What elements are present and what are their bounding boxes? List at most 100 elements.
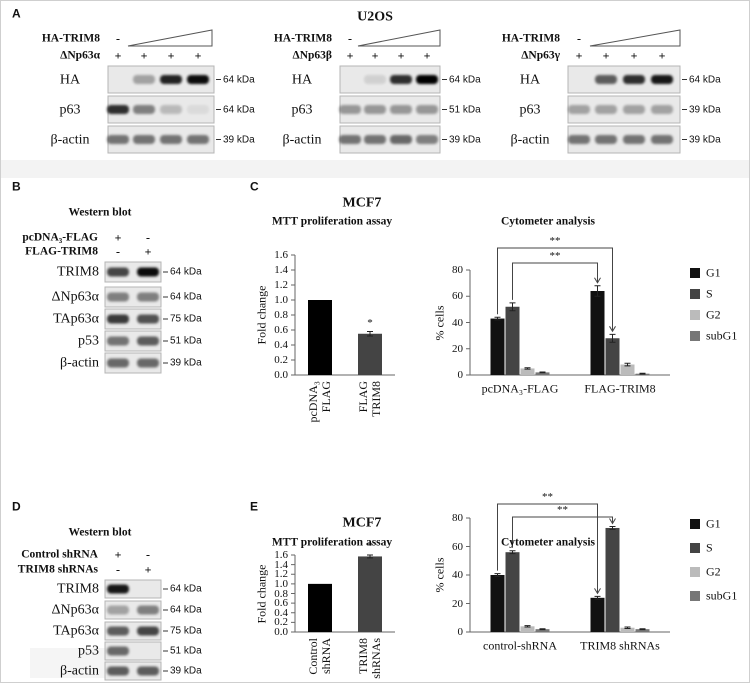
blot-row-label: β-actin [282,131,322,147]
legend-label: G1 [706,516,721,531]
error-bar [639,628,646,631]
blot-row-label: β-actin [50,131,90,147]
blot-band [651,75,673,84]
bracket-arrow [609,518,616,525]
bar [490,575,505,632]
legend-swatch [690,331,700,341]
blot-band [160,105,182,114]
size-marker: 51 kDa [170,645,202,657]
y-tick-label: 0.0 [274,625,288,638]
y-tick-label: 1.4 [274,558,288,571]
blot-row-label: p53 [78,333,99,349]
panel-label: A [12,6,21,21]
blot-band [107,267,129,277]
bar [535,372,550,375]
chart-title: Cytometer analysis [500,215,596,228]
x-tick-label: TRIM8 shRNAs [355,638,383,679]
sign: + [144,244,152,259]
blot-strip [104,286,162,308]
bar [308,300,332,375]
y-tick-label: 0.2 [274,353,288,366]
legend-label: G2 [706,564,721,579]
y-axis-label: Fold change [254,285,269,345]
y-tick-label: 0.6 [274,597,288,610]
dose-triangle [127,29,213,47]
sign: + [144,562,152,577]
significance-bracket [512,516,613,548]
significance-bracket [497,247,613,332]
size-marker: 64 kDa [689,74,721,85]
treatment-label: HA-TRIM8 [501,32,560,45]
blot-row-label: p63 [519,101,541,117]
blot-band [160,75,182,84]
y-tick-label: 0.6 [274,323,288,336]
size-marker: 64 kDa [449,74,481,85]
legend-swatch [690,268,700,278]
y-tick-label: 0.0 [274,368,288,381]
dose-triangle [357,29,441,47]
y-tick-label: 1.6 [274,248,288,261]
error-bar [494,316,501,321]
sign: + [423,48,431,63]
blot-band [107,135,129,144]
y-tick-label: 0.8 [274,587,288,600]
chart-title: Cytometer analysis [500,536,596,549]
blot-band [137,605,159,615]
sign: + [114,547,122,562]
size-marker: 64 kDa [223,74,255,85]
blot-row-label: HA [519,71,541,87]
bracket-arrow [594,588,601,595]
legend-label: S [706,286,713,301]
error-bar [524,367,531,370]
treatment-label: HA-TRIM8 [41,32,100,45]
y-tick-label: 0 [457,368,464,381]
sign: + [658,48,666,63]
blot-band [107,292,129,302]
blot-band [137,626,159,636]
size-marker: 39 kDa [170,357,202,369]
sign: - [146,230,150,245]
legend-label: subG1 [706,328,738,343]
panel-label: E [250,499,259,514]
y-tick-label: 60 [452,540,463,553]
sign: - [146,547,150,562]
size-marker: 64 kDa [170,266,202,278]
size-marker: 64 kDa [170,291,202,303]
error-bar [609,333,616,343]
bar [605,527,620,632]
legend-swatch [690,543,700,553]
y-axis-label: % cells [432,305,447,340]
y-tick-label: 1.4 [274,263,288,276]
sign: - [116,31,120,46]
x-tick-label: FLAG-TRIM8 [584,381,656,396]
y-tick-label: 1.2 [274,568,288,581]
bar [635,629,650,632]
y-tick-label: 1.6 [274,548,288,561]
sign: + [397,48,405,63]
bar [520,368,535,375]
blot-band [133,75,155,84]
error-bar [524,625,531,628]
significance: ** [557,503,568,516]
error-bar [594,595,601,600]
blot-band [416,105,438,114]
error-bar [609,526,616,530]
y-tick-label: 40 [452,316,463,329]
size-marker: 39 kDa [449,134,481,145]
blot-band [416,75,438,84]
treatment-label: HA-TRIM8 [273,32,332,45]
y-tick-label: 0.4 [274,338,288,351]
size-marker: 64 kDa [170,583,202,595]
significance: * [367,316,373,329]
y-tick-label: 0.2 [274,616,288,629]
condition-label: pcDNA₃-FLAG [22,231,98,244]
sign: + [114,230,122,245]
blot-row-label: β-actin [510,131,550,147]
bracket-arrow [609,326,616,333]
bar [605,338,620,375]
blot-band [623,105,645,114]
y-axis-label: % cells [432,557,447,593]
sign: + [140,48,148,63]
significance: ** [549,234,561,247]
blot-band [339,135,361,144]
